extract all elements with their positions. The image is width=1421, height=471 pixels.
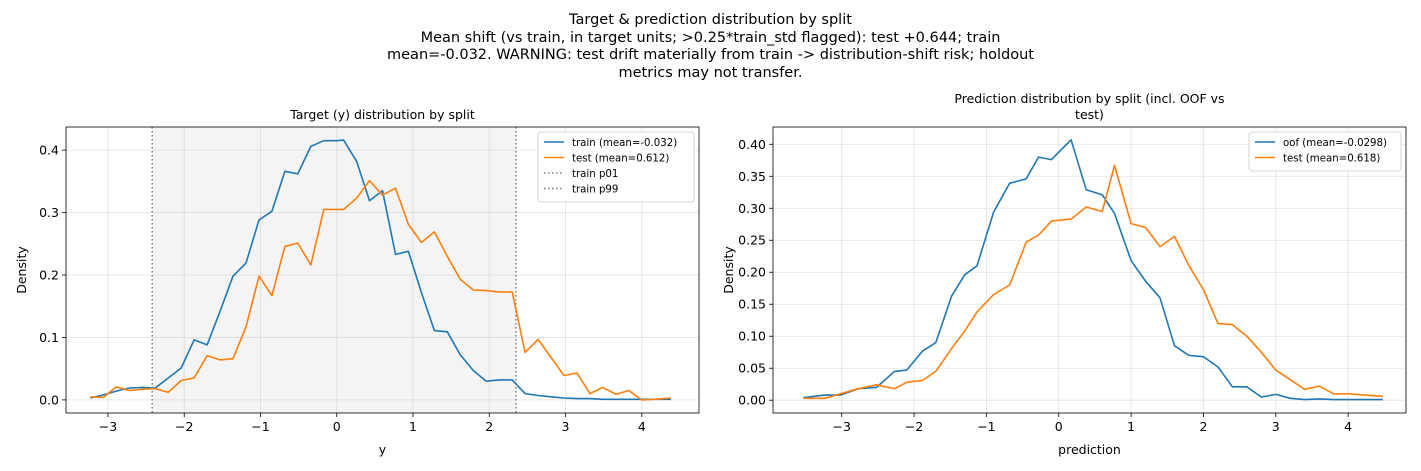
x-tick-label: −3: [833, 419, 851, 434]
y-axis-label: Density: [14, 246, 29, 294]
x-tick-label: −2: [905, 419, 923, 434]
y-axis-label: Density: [721, 246, 736, 294]
x-tick-label: 3: [562, 419, 570, 434]
x-axis-label: y: [379, 442, 387, 457]
x-tick-label: 1: [409, 419, 417, 434]
x-tick-label: 1: [1127, 419, 1135, 434]
y-tick-label: 0.3: [39, 205, 59, 220]
legend-label: oof (mean=-0.0298): [1283, 138, 1387, 149]
x-tick-label: 3: [1272, 419, 1280, 434]
y-tick-label: 0.4: [39, 143, 59, 158]
x-tick-label: −3: [99, 419, 117, 434]
axes-frame: [772, 126, 1407, 414]
y-tick-label: 0.0: [39, 392, 59, 407]
prediction-distribution-chart: −3 −2 −1 0 1 2 3 4 0.00 0.05 0.10 0.15 0.20 0.25 0.30 0…: [721, 91, 1407, 457]
x-tick-label: −1: [251, 419, 269, 434]
y-tick-label: 0.20: [738, 265, 766, 280]
x-tick-label: 0: [333, 419, 341, 434]
y-tick-label: 0.15: [738, 297, 766, 312]
chart-title: test): [1075, 107, 1104, 122]
y-tick-label: 0.05: [738, 361, 766, 376]
x-tick-label: 0: [1055, 419, 1063, 434]
y-tick-label: 0.40: [738, 137, 766, 152]
x-tick-label: −2: [175, 419, 193, 434]
x-axis-label: prediction: [1058, 442, 1121, 457]
shaded-region: [152, 127, 516, 413]
suptitle-line: Mean shift (vs train, in target units; >…: [420, 29, 1001, 46]
y-tick-label: 0.25: [738, 233, 766, 248]
legend-label: train p99: [572, 184, 618, 195]
x-tick-label: 2: [485, 419, 493, 434]
y-tick-label: 0.10: [738, 329, 766, 344]
chart-title: Target (y) distribution by split: [289, 107, 475, 122]
series-line-0: [90, 139, 671, 401]
x-tick-label: 4: [1344, 419, 1352, 434]
suptitle-line: Target & prediction distribution by spli…: [569, 12, 852, 28]
target-distribution-chart: −3 −2 −1 0 1 2 3 4 0.0 0.1 0.2 0.3 0.4 Target (y) dis…: [14, 107, 700, 457]
suptitle-line: metrics may not transfer.: [618, 64, 803, 81]
series-line-1: [803, 164, 1383, 400]
legend-box: [1248, 131, 1402, 172]
legend-label: train p01: [572, 169, 618, 180]
x-tick-label: 4: [638, 419, 646, 434]
y-tick-label: 0.35: [738, 169, 766, 184]
suptitle-line: mean=-0.032. WARNING: test drift materia…: [387, 47, 1034, 63]
axes-frame: [65, 126, 700, 414]
figure-suptitle: Target & prediction distribution by spli…: [0, 12, 1421, 82]
legend-box: [537, 131, 695, 203]
x-tick-label: 2: [1199, 419, 1207, 434]
x-tick-label: −1: [977, 419, 995, 434]
y-tick-label: 0.30: [738, 201, 766, 216]
chart-title: Prediction distribution by split (incl. …: [954, 91, 1224, 106]
legend-label: train (mean=-0.032): [572, 138, 677, 149]
y-tick-label: 0.00: [738, 393, 766, 408]
series-line-1: [90, 179, 671, 401]
y-tick-label: 0.2: [39, 267, 59, 282]
legend-label: test (mean=0.618): [1283, 153, 1380, 164]
series-line-0: [803, 139, 1383, 401]
legend-label: test (mean=0.612): [572, 153, 669, 164]
y-tick-label: 0.1: [39, 330, 59, 345]
